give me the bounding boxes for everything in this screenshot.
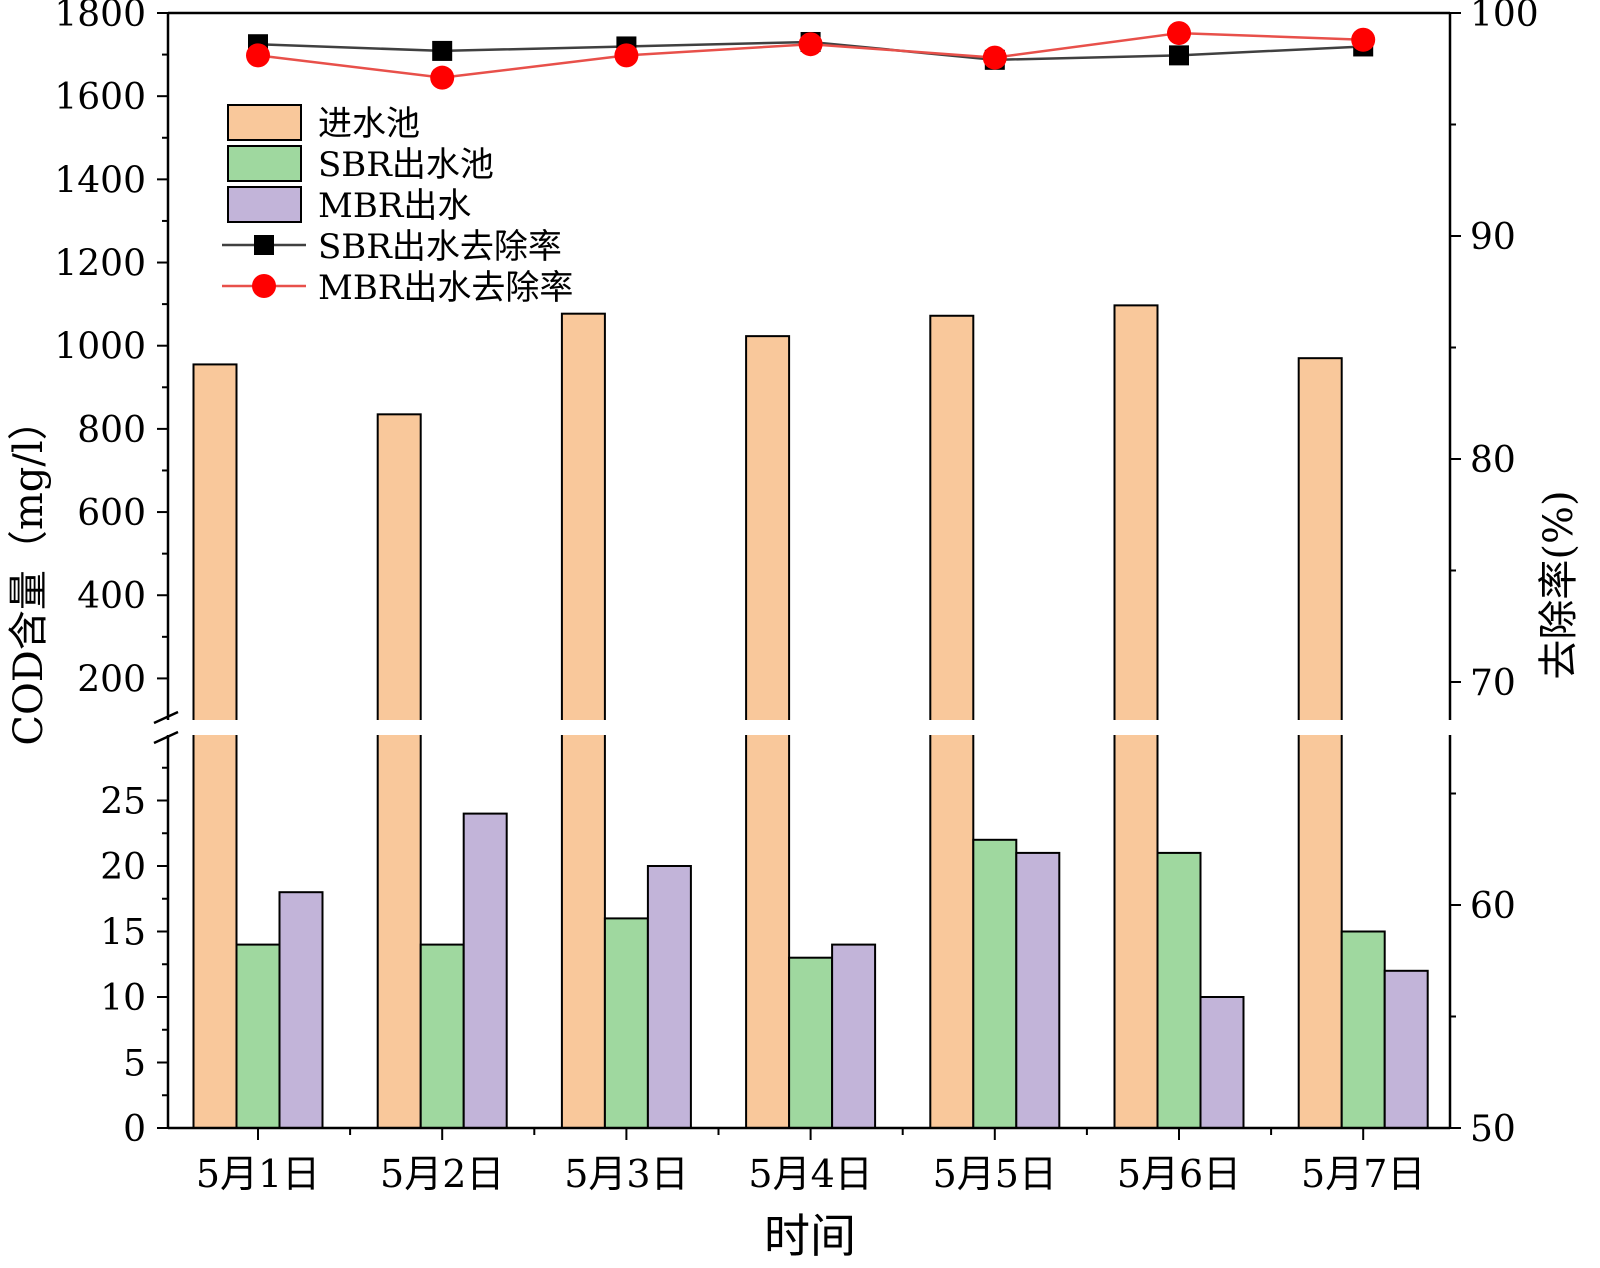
legend-marker-3 [254, 235, 274, 255]
y-lower-tick-label: 10 [100, 978, 146, 1019]
bar-2-3 [831, 943, 877, 1129]
y-lower-tick-label: 20 [100, 847, 146, 888]
x-tick-label: 5月6日 [1117, 1152, 1241, 1196]
legend-label-1: SBR出水池 [318, 145, 494, 185]
y-upper-tick-label: 1200 [54, 244, 146, 285]
bar-2-5 [1199, 996, 1245, 1129]
legend-swatch-1 [227, 145, 302, 182]
point-4-2 [614, 43, 639, 68]
bar-1-2 [603, 917, 649, 1130]
bar-1-0 [235, 943, 281, 1129]
point-3-1 [432, 40, 453, 61]
bar-0-0 [192, 363, 238, 1129]
bar-0-1 [376, 413, 422, 1129]
y-upper-tick-label: 1800 [54, 0, 146, 35]
x-tick-label: 5月2日 [380, 1152, 504, 1196]
y-upper-tick-label: 200 [77, 659, 146, 700]
legend-swatch-2 [227, 186, 302, 223]
y-lower-tick-label: 25 [100, 782, 146, 823]
lines-layer [246, 21, 1376, 90]
axis-break-gap [158, 720, 1460, 735]
axes-layer: 200 400 600 800 1000 1200 1400 1600 1800 0 5 10 15 20… [54, 0, 1538, 1196]
legend-label-2: MBR出水 [318, 186, 471, 226]
legend-swatch-0 [227, 104, 302, 141]
bars-layer [192, 304, 1429, 1130]
bar-1-6 [1340, 930, 1386, 1129]
y-axis-label: COD含量（mg/l） [6, 400, 52, 745]
x-tick-label: 5月3日 [564, 1152, 688, 1196]
bar-0-5 [1113, 304, 1159, 1129]
y-upper-tick-label: 1000 [54, 327, 146, 368]
point-4-0 [246, 43, 270, 68]
bar-0-6 [1297, 357, 1343, 1129]
y2-tick-label: 60 [1470, 886, 1516, 927]
bar-2-2 [646, 865, 692, 1129]
point-4-1 [430, 65, 455, 90]
bar-1-1 [419, 943, 465, 1129]
y-upper-tick-label: 1400 [54, 160, 146, 201]
y-upper-tick-label: 400 [77, 576, 146, 617]
y2-tick-label: 100 [1470, 0, 1539, 35]
point-4-5 [1167, 21, 1191, 46]
legend-label-0: 进水池 [318, 104, 420, 144]
bar-2-6 [1383, 969, 1429, 1129]
x-tick-label: 5月4日 [748, 1152, 872, 1196]
legend-label-3: SBR出水去除率 [318, 227, 562, 267]
legend-marker-4 [252, 274, 276, 298]
bar-2-1 [462, 812, 508, 1129]
axis-break-mark-2 [153, 730, 179, 745]
x-tick-label: 5月1日 [196, 1152, 320, 1196]
bar-1-3 [788, 956, 834, 1130]
axis-break-mark-1 [153, 710, 179, 725]
bar-2-0 [278, 891, 324, 1130]
y2-tick-label: 90 [1470, 217, 1516, 258]
y2-axis-label: 去除率(%) [1536, 490, 1582, 679]
y-lower-tick-label: 15 [100, 913, 146, 954]
labels-layer: 时间 COD含量（mg/l） 去除率(%) [6, 400, 1582, 1263]
y-upper-tick-label: 1600 [54, 77, 146, 118]
bar-1-5 [1156, 851, 1202, 1130]
y-lower-tick-label: 0 [123, 1109, 146, 1150]
y-upper-tick-label: 800 [77, 410, 146, 451]
x-tick-label: 5月5日 [933, 1152, 1057, 1196]
y2-tick-label: 70 [1470, 663, 1516, 704]
y-lower-tick-label: 5 [123, 1044, 146, 1085]
x-tick-label: 5月7日 [1301, 1152, 1425, 1196]
x-axis-label: 时间 [764, 1209, 856, 1263]
point-4-4 [982, 45, 1007, 70]
point-4-6 [1351, 27, 1376, 52]
legend-label-4: MBR出水去除率 [318, 268, 573, 308]
point-3-5 [1169, 45, 1189, 66]
y2-tick-label: 50 [1470, 1109, 1516, 1150]
bar-2-4 [1015, 851, 1061, 1130]
bar-1-4 [972, 838, 1018, 1129]
point-4-3 [798, 32, 823, 57]
y2-tick-label: 80 [1470, 440, 1516, 481]
y-upper-tick-label: 600 [77, 493, 146, 534]
